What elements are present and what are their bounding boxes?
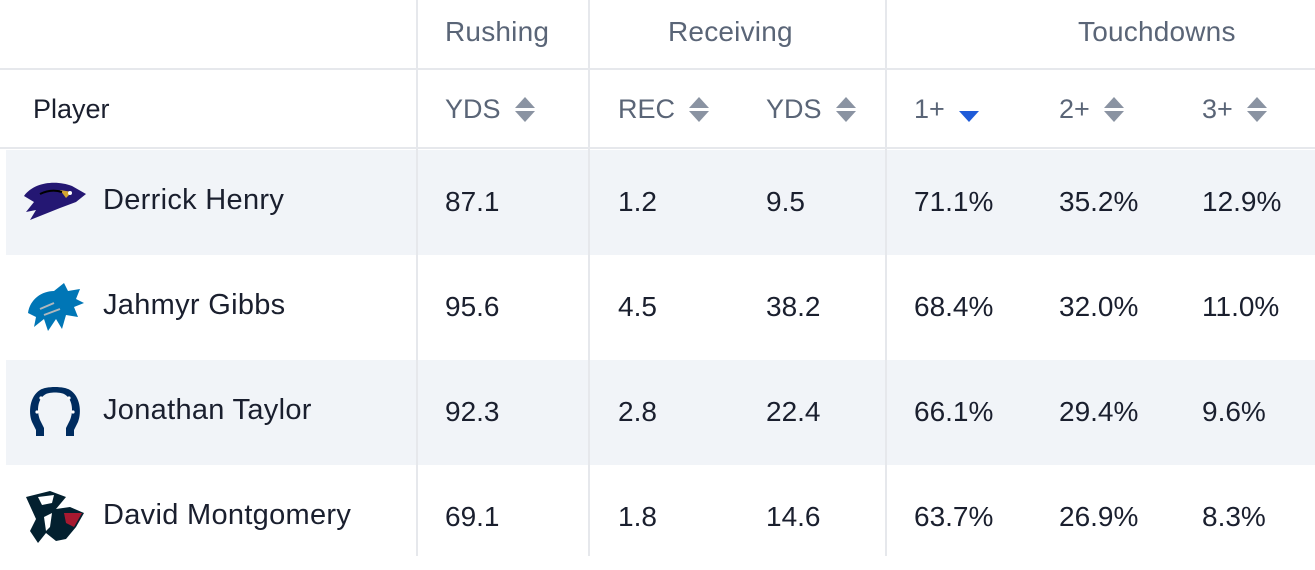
column-label: 1+ xyxy=(914,94,945,124)
rec-value: 1.2 xyxy=(618,186,657,217)
td3-value: 12.9% xyxy=(1202,186,1282,217)
rush-yds-value: 95.6 xyxy=(445,291,500,322)
rec-value: 1.8 xyxy=(618,501,657,532)
player-name[interactable]: David Montgomery xyxy=(103,499,352,531)
column-label: REC xyxy=(618,94,676,124)
column-td3[interactable]: 3+ xyxy=(1202,94,1267,125)
column-rec[interactable]: REC xyxy=(618,94,710,125)
column-divider xyxy=(416,0,418,556)
column-divider xyxy=(588,0,590,556)
td2-value: 29.4% xyxy=(1059,396,1139,427)
player-stats-table: Derrick Henry 87.1 1.2 9.5 71.1% 35.2% 1… xyxy=(0,0,1315,556)
rec-yds-value: 14.6 xyxy=(766,501,821,532)
sort-icon xyxy=(835,97,856,122)
column-divider xyxy=(885,0,887,556)
rec-yds-value: 22.4 xyxy=(766,396,821,427)
column-label: YDS xyxy=(766,94,822,124)
lions-logo-icon xyxy=(28,283,84,331)
rec-yds-value: 38.2 xyxy=(766,291,821,322)
sort-descending-icon xyxy=(958,111,979,122)
td3-value: 8.3% xyxy=(1202,501,1266,532)
td2-value: 35.2% xyxy=(1059,186,1139,217)
td2-value: 26.9% xyxy=(1059,501,1139,532)
rec-value: 4.5 xyxy=(618,291,657,322)
rec-yds-value: 9.5 xyxy=(766,186,805,217)
td3-value: 11.0% xyxy=(1202,291,1280,322)
group-header-row: Rushing Receiving Touchdowns xyxy=(0,0,1315,70)
table-row[interactable]: Jahmyr Gibbs 95.6 4.5 38.2 68.4% 32.0% 1… xyxy=(6,255,1315,360)
column-label: 2+ xyxy=(1059,94,1090,124)
column-td1[interactable]: 1+ xyxy=(914,94,979,125)
player-name[interactable]: Derrick Henry xyxy=(103,184,285,216)
group-receiving: Receiving xyxy=(668,16,793,47)
td3-value: 9.6% xyxy=(1202,396,1266,427)
column-label: 3+ xyxy=(1202,94,1233,124)
td1-value: 71.1% xyxy=(914,186,994,217)
sort-icon xyxy=(689,97,710,122)
td1-value: 68.4% xyxy=(914,291,994,322)
rec-value: 2.8 xyxy=(618,396,657,427)
column-label: YDS xyxy=(445,94,501,124)
column-rush-yds[interactable]: YDS xyxy=(445,94,535,125)
column-rec-yds[interactable]: YDS xyxy=(766,94,856,125)
rush-yds-value: 92.3 xyxy=(445,396,500,427)
table-row[interactable]: Jonathan Taylor 92.3 2.8 22.4 66.1% 29.4… xyxy=(6,360,1315,465)
colts-horseshoe-icon xyxy=(30,387,80,436)
td1-value: 66.1% xyxy=(914,396,994,427)
group-touchdowns: Touchdowns xyxy=(1078,16,1236,47)
table-row[interactable]: Derrick Henry 87.1 1.2 9.5 71.1% 35.2% 1… xyxy=(6,150,1315,255)
column-td2[interactable]: 2+ xyxy=(1059,94,1124,125)
sort-icon xyxy=(1246,97,1267,122)
td1-value: 63.7% xyxy=(914,501,994,532)
rush-yds-value: 87.1 xyxy=(445,186,500,217)
column-header-row: Player YDS REC YDS 1+ 2+ 3+ xyxy=(0,70,1315,149)
column-player: Player xyxy=(33,94,110,124)
ravens-logo-icon xyxy=(24,182,86,220)
group-rushing: Rushing xyxy=(445,16,550,47)
sort-icon xyxy=(1103,97,1124,122)
sort-icon xyxy=(514,97,535,122)
texans-logo-icon xyxy=(26,491,84,543)
player-name[interactable]: Jahmyr Gibbs xyxy=(103,289,286,321)
rush-yds-value: 69.1 xyxy=(445,501,500,532)
table-row[interactable]: David Montgomery 69.1 1.8 14.6 63.7% 26.… xyxy=(6,465,1315,570)
td2-value: 32.0% xyxy=(1059,291,1139,322)
player-name[interactable]: Jonathan Taylor xyxy=(103,394,312,426)
